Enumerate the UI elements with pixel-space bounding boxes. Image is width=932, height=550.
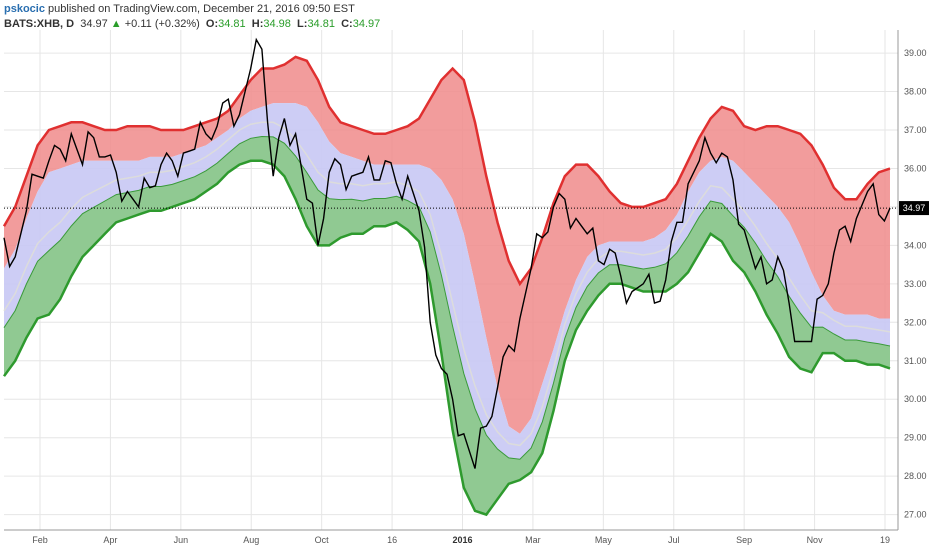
x-tick-label: Apr xyxy=(103,535,117,545)
high-value: 34.98 xyxy=(263,18,291,30)
close-label: C: xyxy=(341,18,353,30)
last-price-label: 34.97 xyxy=(903,203,926,213)
basis-line xyxy=(3,121,891,447)
y-tick-label: 31.00 xyxy=(904,356,927,366)
y-tick-label: 32.00 xyxy=(904,317,927,327)
y-tick-label: 38.00 xyxy=(904,87,927,97)
y-tick-label: 28.00 xyxy=(904,471,927,481)
price-line xyxy=(3,37,891,469)
lower-band-line xyxy=(2,159,891,517)
y-tick-label: 36.00 xyxy=(904,163,927,173)
x-tick-label: Jun xyxy=(174,535,189,545)
x-tick-label: Oct xyxy=(315,535,330,545)
close-value: 34.97 xyxy=(352,18,381,30)
y-tick-label: 33.00 xyxy=(904,279,927,289)
last-price: 34.97 xyxy=(80,18,108,30)
y-tick-label: 30.00 xyxy=(904,394,927,404)
lower-band-area xyxy=(4,136,890,515)
username-link[interactable]: pskocic xyxy=(4,3,45,15)
open-value: 34.81 xyxy=(218,18,246,30)
y-tick-label: 34.00 xyxy=(904,240,927,250)
x-tick-label: Nov xyxy=(807,535,824,545)
publish-line: pskocic published on TradingView.com, De… xyxy=(4,2,380,17)
price-change: +0.11 (+0.32%) xyxy=(124,18,200,30)
x-tick-label: Jul xyxy=(668,535,680,545)
upper-band-area xyxy=(4,56,890,434)
x-tick-label: Aug xyxy=(243,535,259,545)
x-tick-label: May xyxy=(595,535,613,545)
y-tick-label: 37.00 xyxy=(904,125,927,135)
x-tick-label: 16 xyxy=(387,535,397,545)
chart-header: pskocic published on TradingView.com, De… xyxy=(4,2,380,32)
axes: 27.00 28.00 29.00 30.00 31.00 32.00 33.00 34.00… xyxy=(4,30,929,545)
bands xyxy=(2,55,891,517)
x-tick-label: Mar xyxy=(525,535,541,545)
x-tick-label: 19 xyxy=(880,535,890,545)
last-price-badge xyxy=(899,201,929,216)
symbol-label[interactable]: BATS:XHB, D xyxy=(4,18,75,30)
x-tick-label: Feb xyxy=(32,535,48,545)
low-value: 34.81 xyxy=(307,18,335,30)
y-tick-label: 27.00 xyxy=(904,510,927,520)
x-tick-label: Sep xyxy=(736,535,752,545)
x-tick-label: 2016 xyxy=(452,535,472,545)
low-label: L: xyxy=(297,18,308,30)
upper-band-line xyxy=(2,55,891,287)
quote-line: BATS:XHB, D 34.97 ▲ +0.11 (+0.32%) O:34.… xyxy=(4,17,380,32)
y-tick-label: 39.00 xyxy=(904,48,927,58)
open-label: O: xyxy=(205,18,219,30)
high-label: H: xyxy=(251,18,264,30)
up-arrow-icon: ▲ xyxy=(110,18,122,30)
published-text: published on TradingView.com, December 2… xyxy=(44,3,355,15)
y-tick-label: 29.00 xyxy=(904,433,927,443)
price-series xyxy=(3,37,898,469)
